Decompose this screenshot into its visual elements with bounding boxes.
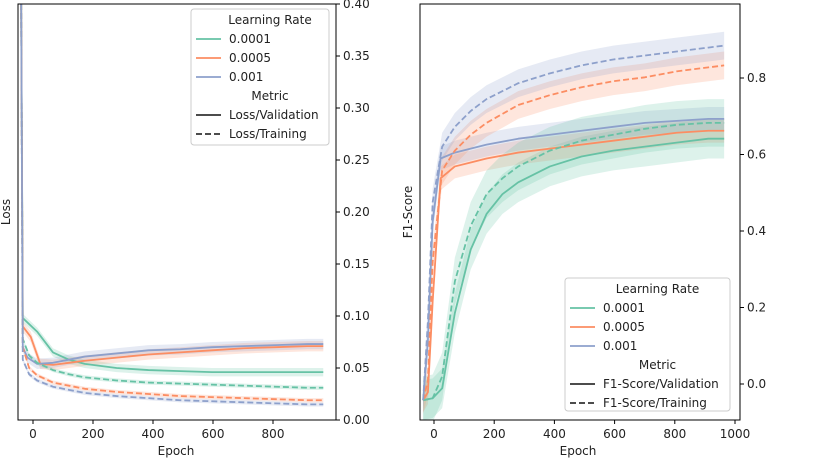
series-line-0_001-training [20, 4, 324, 406]
legend-box [190, 8, 330, 146]
series-line-0_001-validation [20, 4, 324, 365]
legend-entry: 0.0001 [229, 32, 271, 46]
x-tick-label: 400 [543, 427, 566, 441]
series-line-0_0005-validation [20, 4, 324, 366]
band-0_0001-val [423, 118, 725, 420]
legend-title: Learning Rate [616, 282, 699, 296]
y-tick-label: 0.00 [343, 413, 370, 427]
legend-entry: 0.001 [603, 339, 637, 353]
y-tick-label: 0.6 [747, 148, 766, 162]
y-tick-label: 0.8 [747, 71, 766, 85]
y-axis-label: F1-Score [401, 186, 415, 238]
legend-box [564, 277, 731, 412]
loss-chart: 0 200 400 600 800 0.00 0.05 0.10 0.15 0.20 0.25 0.3… [0, 0, 370, 458]
plot-area [422, 31, 725, 420]
x-tick-label: 800 [262, 427, 285, 441]
series-line-0_001-training [422, 44, 725, 401]
legend-entry: 0.0005 [229, 51, 271, 65]
y-tick-label: 0.20 [343, 205, 370, 219]
y-tick-label: 0.10 [343, 309, 370, 323]
legend: Learning Rate 0.0001 0.0005 0.001 Metric Loss… [190, 8, 330, 146]
legend-title: Metric [251, 89, 288, 103]
band-0_0001-train [423, 99, 725, 420]
y-tick-label: 0.4 [747, 224, 766, 238]
legend-entry: F1-Score/Training [603, 396, 707, 410]
series-line-0_0005-training [422, 64, 725, 401]
x-tick-label: 200 [82, 427, 105, 441]
x-tick-label: 0 [430, 427, 438, 441]
series-line-0_0001-training [20, 4, 324, 389]
y-tick-label: 0.30 [343, 101, 370, 115]
y-tick-label: 0.05 [343, 361, 370, 375]
series-line-0_0005-validation [422, 129, 725, 401]
axes-frame [419, 3, 741, 421]
legend-entry: 0.0005 [603, 320, 645, 334]
x-tick-label: 1000 [720, 427, 751, 441]
y-tick-label: 0.2 [747, 301, 766, 315]
legend-entry: Loss/Training [229, 127, 307, 141]
y-tick-label: 0.0 [747, 377, 766, 391]
series-line-0_0005-training [20, 4, 324, 402]
x-axis-label: Epoch [560, 444, 597, 458]
legend-entry: F1-Score/Validation [603, 377, 719, 391]
legend-title: Learning Rate [228, 13, 311, 27]
x-tick-label: 0 [29, 427, 37, 441]
y-tick-label: 0.25 [343, 153, 370, 167]
y-axis-label: Loss [0, 199, 13, 225]
x-tick-label: 200 [483, 427, 506, 441]
series-line-0_0001-training [422, 121, 725, 402]
series-line-0_0001-validation [422, 137, 725, 402]
x-tick-label: 600 [603, 427, 626, 441]
y-tick-label: 0.40 [343, 0, 370, 11]
f1-chart: 0 200 400 600 800 1000 0.0 0.2 0.4 0.6 0.8 Epoch F1-… [401, 3, 766, 458]
x-axis-label: Epoch [158, 444, 195, 458]
x-tick-label: 600 [202, 427, 225, 441]
x-tick-label: 400 [142, 427, 165, 441]
legend-entry: 0.0001 [603, 301, 645, 315]
legend-entry: Loss/Validation [229, 108, 319, 122]
plot-area [20, 4, 324, 407]
legend-title: Metric [639, 358, 676, 372]
series-line-0_001-validation [422, 117, 725, 401]
y-tick-label: 0.35 [343, 49, 370, 63]
x-tick-label: 800 [663, 427, 686, 441]
y-tick-label: 0.15 [343, 257, 370, 271]
legend-entry: 0.001 [229, 70, 263, 84]
series-line-0_0001-validation [20, 4, 324, 374]
